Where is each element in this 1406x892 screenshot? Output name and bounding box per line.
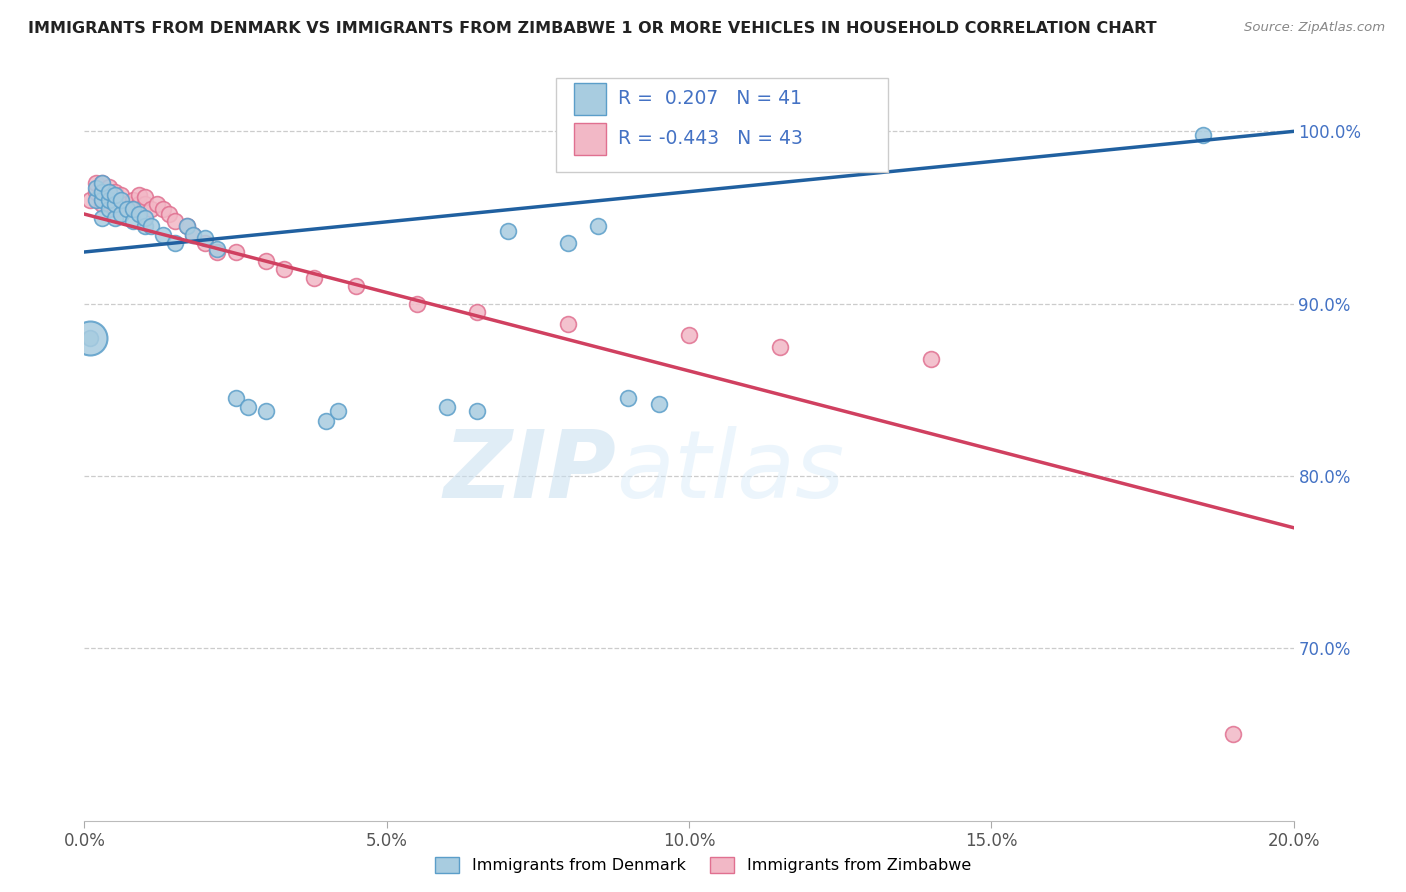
Text: Source: ZipAtlas.com: Source: ZipAtlas.com (1244, 21, 1385, 34)
Point (97, 188, 120, 202)
Point (91, 190, 114, 204)
FancyBboxPatch shape (574, 123, 606, 155)
Point (1192, 128, 1215, 142)
Point (194, 231, 217, 245)
Point (91, 196, 114, 211)
Point (91, 185, 114, 199)
Point (128, 207, 150, 221)
Point (254, 403, 277, 417)
Point (104, 194, 127, 208)
Point (91, 211, 114, 225)
Point (207, 242, 229, 256)
Point (91, 176, 114, 190)
Point (165, 236, 187, 251)
Point (86, 176, 108, 190)
Point (97, 196, 120, 211)
Point (121, 214, 143, 228)
Point (110, 207, 132, 221)
Point (467, 305, 489, 319)
Text: R = -0.443   N = 43: R = -0.443 N = 43 (617, 128, 803, 148)
Point (467, 403, 489, 417)
Point (104, 196, 127, 211)
Point (104, 188, 127, 202)
Point (496, 224, 519, 238)
FancyBboxPatch shape (555, 78, 889, 172)
Point (91, 176, 114, 190)
Point (165, 214, 187, 228)
Point (207, 245, 229, 260)
Point (769, 340, 792, 354)
Point (194, 236, 217, 251)
FancyBboxPatch shape (574, 83, 606, 115)
Point (328, 403, 350, 417)
Point (97, 185, 120, 199)
Point (157, 207, 180, 221)
Point (181, 227, 204, 242)
Point (315, 414, 337, 428)
Point (110, 196, 132, 211)
Text: ZIP: ZIP (443, 425, 616, 518)
Point (678, 327, 700, 342)
Point (104, 185, 127, 199)
Point (648, 397, 671, 411)
Point (97, 202, 120, 216)
Text: IMMIGRANTS FROM DENMARK VS IMMIGRANTS FROM ZIMBABWE 1 OR MORE VEHICLES IN HOUSEH: IMMIGRANTS FROM DENMARK VS IMMIGRANTS FR… (28, 21, 1157, 36)
Point (134, 196, 156, 211)
Point (588, 219, 610, 234)
Text: atlas: atlas (616, 426, 845, 517)
Point (139, 219, 162, 234)
Point (617, 392, 640, 406)
Point (97, 179, 120, 194)
Point (115, 196, 138, 211)
Point (121, 202, 143, 216)
Point (79, 194, 101, 208)
Point (557, 318, 579, 332)
Point (134, 211, 156, 225)
Point (152, 227, 174, 242)
Point (104, 202, 127, 216)
Point (91, 183, 114, 197)
Point (121, 202, 143, 216)
Point (110, 194, 132, 208)
Point (79, 331, 101, 345)
Point (254, 253, 277, 268)
Point (406, 296, 429, 310)
Point (91, 194, 114, 208)
Text: R =  0.207   N = 41: R = 0.207 N = 41 (617, 88, 801, 108)
Point (97, 194, 120, 208)
Point (346, 279, 368, 293)
Point (121, 194, 143, 208)
Point (1222, 727, 1244, 741)
Point (225, 392, 247, 406)
Point (236, 400, 259, 414)
Legend: Immigrants from Denmark, Immigrants from Zimbabwe: Immigrants from Denmark, Immigrants from… (429, 850, 977, 880)
Point (302, 270, 325, 285)
Point (920, 351, 942, 366)
Point (176, 219, 198, 234)
Point (152, 202, 174, 216)
Point (134, 190, 156, 204)
Point (436, 400, 458, 414)
Point (128, 188, 150, 202)
Point (86, 185, 108, 199)
Point (146, 196, 169, 211)
Point (557, 236, 579, 251)
Point (134, 219, 156, 234)
Point (110, 188, 132, 202)
Point (86, 181, 108, 195)
Point (115, 202, 138, 216)
Point (139, 202, 162, 216)
Point (79, 331, 101, 345)
Point (86, 194, 108, 208)
Point (128, 196, 150, 211)
Point (273, 262, 295, 277)
Point (225, 245, 247, 260)
Point (181, 227, 204, 242)
Point (176, 219, 198, 234)
Point (104, 211, 127, 225)
